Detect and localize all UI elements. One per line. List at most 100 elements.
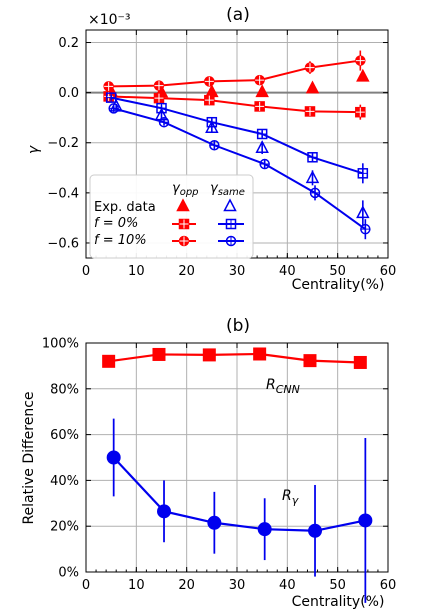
y-tick-label: −0.4 [47, 186, 79, 201]
legend-opp-exp [176, 198, 190, 212]
legend-opp-marker-cross [179, 236, 189, 246]
series-1 [103, 91, 366, 120]
panel-a-series [103, 50, 371, 240]
x-tick-label: 40 [279, 578, 296, 593]
data-point-cross [360, 224, 370, 234]
data-point [303, 354, 317, 368]
data-point [205, 84, 219, 98]
data-point-cross [358, 168, 368, 178]
series-2 [103, 50, 366, 92]
x-tick-label: 0 [82, 578, 90, 593]
data-point [154, 107, 169, 121]
x-tick-label: 20 [178, 578, 195, 593]
x-tick-label: 60 [380, 264, 397, 279]
x-tick-label: 30 [229, 264, 246, 279]
data-point-cross [310, 188, 320, 198]
data-point-cross [104, 81, 114, 91]
x-tick-label: 60 [380, 578, 397, 593]
data-point [257, 522, 272, 537]
series-line [113, 107, 366, 230]
data-point-cross [159, 117, 169, 127]
x-tick-label: 50 [329, 578, 346, 593]
panel-b-grid [85, 342, 389, 573]
panel-b-series [102, 347, 373, 603]
panel-a-ticks: 0 10 20 30 40 50 60 0.2 0.0 −0.2 −0.4 −0.6 [47, 30, 396, 279]
data-point-cross [305, 106, 315, 116]
data-point [207, 515, 222, 530]
y-tick-label: −0.6 [47, 236, 79, 251]
legend-header: Exp. data [94, 200, 156, 215]
data-point-cross [305, 63, 315, 73]
data-point-cross [308, 152, 317, 162]
data-point [253, 347, 267, 361]
panel-b-ylabel: Relative Difference [21, 391, 37, 524]
data-point-cross [109, 103, 119, 113]
series-4 [105, 92, 369, 184]
data-point [358, 513, 373, 528]
legend-same-marker-cross [226, 219, 236, 229]
data-point-cross [257, 129, 267, 139]
series-1 [106, 418, 373, 603]
data-point [152, 347, 166, 361]
x-tick-label: 0 [82, 264, 90, 279]
data-point [308, 523, 323, 538]
x-tick-label: 50 [329, 264, 346, 279]
data-point-cross [209, 140, 219, 150]
y-tick-label: 0% [58, 566, 79, 581]
panel-a-legend: Exp. data f = 0% f = 10% γopp γsame [89, 174, 254, 259]
data-point-cross [204, 95, 214, 105]
data-point [202, 348, 216, 362]
y-tick-label: 80% [50, 382, 79, 397]
legend-row-f0: f = 0% [94, 216, 138, 231]
data-point [255, 84, 269, 98]
panel-a-title: (a) [226, 5, 250, 25]
legend-markers [172, 198, 244, 247]
data-point-cross [355, 56, 365, 66]
x-tick-label: 40 [279, 264, 296, 279]
y-tick-label: 0.0 [58, 86, 79, 101]
series-line [108, 59, 361, 88]
data-point [157, 504, 172, 519]
data-point-cross [255, 75, 265, 85]
x-tick-label: 30 [229, 578, 246, 593]
annotation-rcnn: RCNN [266, 377, 300, 396]
data-point-cross [157, 103, 166, 113]
data-point-cross [255, 101, 265, 111]
data-point [356, 68, 370, 82]
y-tick-label: 60% [50, 428, 79, 443]
data-point [356, 205, 370, 219]
panel-b-xlabel: Centrality(%) [292, 594, 385, 610]
data-point [255, 140, 269, 154]
data-point [353, 355, 367, 369]
legend-box [89, 174, 254, 259]
data-point-cross [204, 76, 214, 86]
x-tick-label: 20 [178, 264, 195, 279]
annotation-rgamma: Rγ [282, 488, 299, 507]
data-point [305, 80, 320, 94]
series-line [110, 96, 364, 175]
panel-b-title: (b) [226, 316, 250, 336]
x-tick-label: 10 [128, 264, 145, 279]
series-line [108, 95, 361, 114]
series-line [108, 352, 361, 364]
legend-same-marker-cross [226, 236, 236, 246]
legend-row-f10: f = 10% [94, 233, 147, 248]
series-0 [102, 347, 367, 369]
data-point-cross [154, 93, 164, 103]
y-tick-label: 0.2 [58, 36, 79, 51]
panel-a-xlabel: Centrality(%) [292, 277, 385, 293]
y-tick-label: 100% [42, 337, 79, 352]
data-point-cross [106, 93, 116, 103]
y-tick-label: 20% [50, 520, 79, 535]
data-point [305, 170, 320, 184]
data-point-cross [355, 107, 365, 117]
legend-opp-marker-cross [179, 219, 189, 229]
panel-a: (a) ×10⁻³ 0 10 20 30 40 50 60 0.2 0.0 −0.2 −0.4 −0.… [26, 5, 396, 293]
data-point-cross [154, 81, 164, 91]
panel-b: (b) 0 10 20 30 40 50 60 0% 20% 40% 60% 80% 100% Cent… [21, 316, 396, 610]
y-tick-label: −0.2 [47, 136, 79, 151]
legend-same-exp [223, 198, 237, 212]
panel-a-scale-label: ×10⁻³ [88, 12, 131, 28]
panel-a-ylabel: γ [26, 145, 42, 154]
